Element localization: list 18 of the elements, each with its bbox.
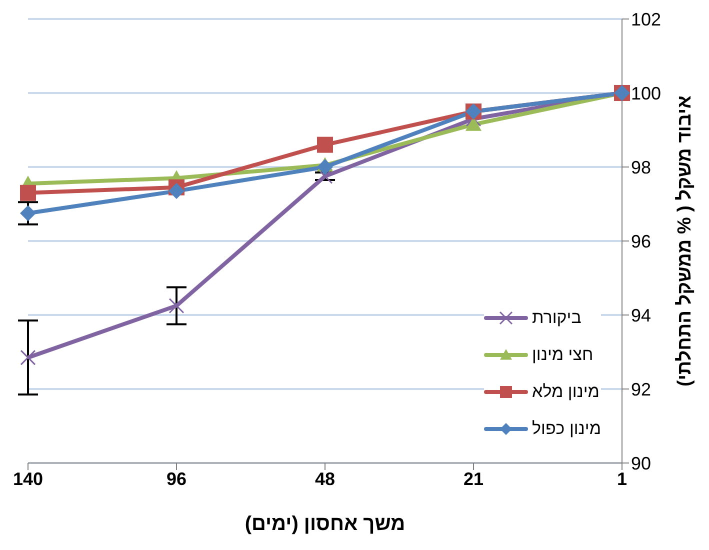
legend-label: מינון כפול [532, 418, 601, 438]
y-tick-label: 102 [631, 9, 662, 30]
legend-label: ביקורת [532, 308, 582, 328]
y-tick-label: 98 [631, 157, 652, 178]
x-tick-label: 21 [463, 468, 484, 489]
y-tick-label: 90 [631, 453, 652, 474]
y-axis-title: איבוד משקל ( % ממשקל התחלתי) [674, 95, 696, 387]
x-tick-label: 48 [314, 468, 336, 489]
y-tick-label: 92 [631, 379, 652, 400]
y-tick-label: 100 [631, 83, 662, 104]
x-tick-label: 96 [166, 468, 187, 489]
x-tick-label: 1 [616, 468, 628, 489]
y-tick-label: 94 [631, 305, 652, 326]
x-axis-title: משך אחסון (ימים) [244, 513, 406, 535]
y-tick-label: 96 [631, 231, 652, 252]
legend-label: חצי מינון [532, 344, 594, 364]
x-tick-label: 140 [12, 468, 44, 489]
legend-label: מינון מלא [532, 382, 600, 402]
